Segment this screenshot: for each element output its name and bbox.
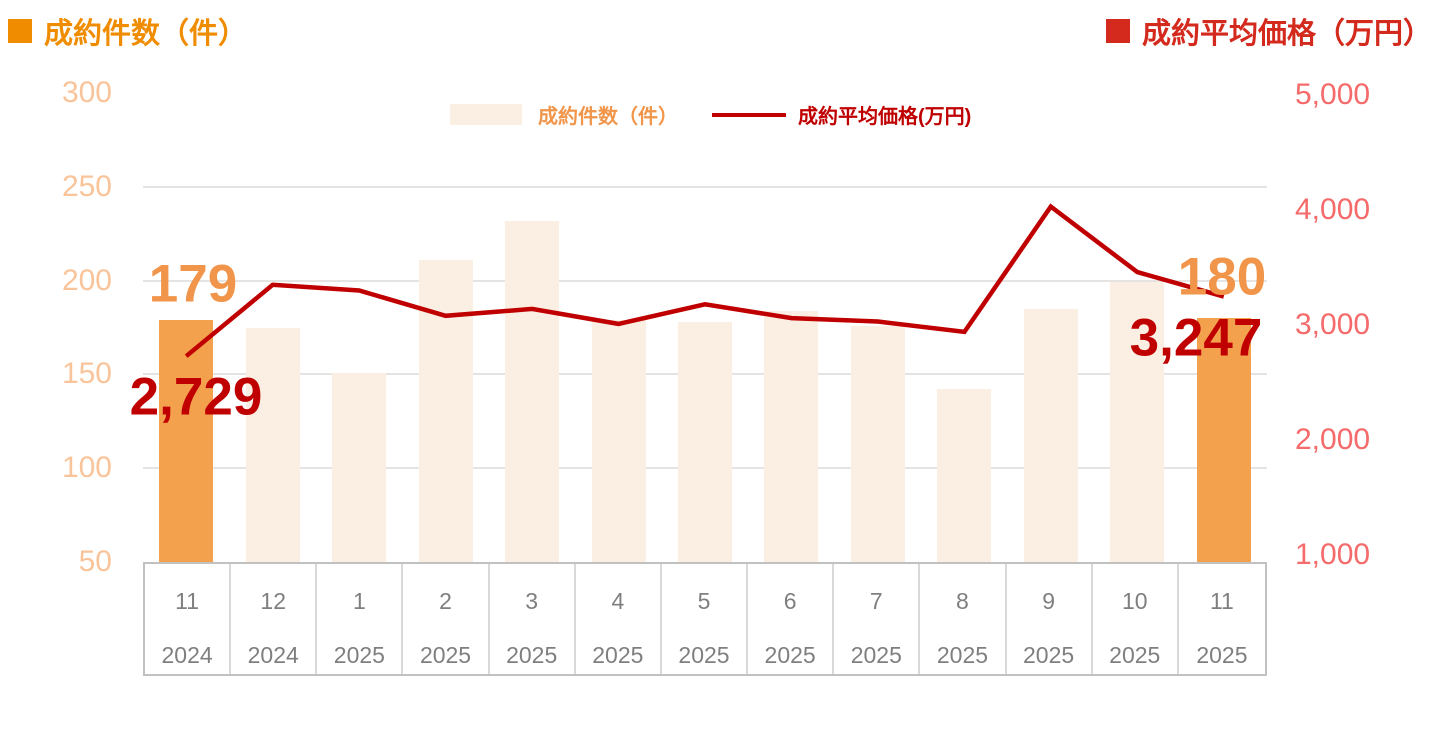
bar-9-2025	[1023, 308, 1078, 562]
x-axis-cell-5-2025: 5 2025	[662, 564, 749, 674]
x-axis-cell-9-2025: 9 2025	[1007, 564, 1093, 674]
bar-4-2025	[591, 319, 646, 562]
year-label: 2024	[161, 642, 213, 668]
year-label: 2025	[850, 642, 902, 668]
bar-8-2025	[937, 389, 992, 562]
month-label: 8	[956, 588, 969, 614]
year-label: 2025	[419, 642, 472, 668]
month-label: 1	[352, 588, 366, 614]
last-line-value-label: 3,247	[1129, 308, 1263, 368]
year-label: 2025	[764, 642, 816, 668]
year-label: 2024	[247, 642, 299, 668]
first-bar-value-label: 179	[148, 254, 238, 314]
month-label: 9	[1042, 588, 1055, 614]
year-label: 2025	[1109, 642, 1161, 668]
bar-series-swatch-icon	[450, 104, 522, 125]
x-axis-cell-8-2025: 8 2025	[920, 564, 1007, 674]
bar-11-2024	[159, 319, 214, 562]
right-axis-tick-label: 3,000	[1295, 308, 1371, 341]
bar-3-2025	[505, 220, 560, 562]
gridline	[143, 279, 1267, 282]
right-axis-title: 成約平均価格（万円）	[1105, 10, 1432, 52]
bar-2-2025	[418, 259, 473, 562]
year-label: 2025	[1196, 642, 1248, 668]
left-axis-title: 成約件数（件）	[8, 10, 247, 52]
year-label: 2025	[333, 642, 385, 668]
right-axis-tick-label: 5,000	[1295, 78, 1371, 111]
red-square-icon	[1105, 19, 1130, 43]
month-label: 5	[697, 588, 711, 614]
x-axis-cell-2-2025: 2 2025	[403, 564, 490, 674]
left-axis-tick-label: 250	[61, 169, 112, 203]
month-label: 7	[869, 588, 883, 614]
year-label: 2025	[506, 642, 558, 668]
right-axis-tick-label: 1,000	[1295, 538, 1371, 571]
year-label: 2025	[936, 642, 989, 668]
month-label: 3	[525, 588, 539, 614]
right-axis-title-text: 成約平均価格（万円）	[1141, 18, 1432, 50]
right-axis-tick-label: 2,000	[1295, 423, 1371, 456]
bar-5-2025	[678, 321, 732, 562]
bar-7-2025	[850, 325, 905, 562]
left-axis-title-text: 成約件数（件）	[44, 18, 248, 50]
bar-6-2025	[764, 310, 819, 562]
x-axis-cell-4-2025: 4 2025	[576, 564, 662, 674]
orange-square-icon	[8, 19, 32, 43]
x-axis-cell-11-2025: 11 2025	[1179, 564, 1265, 674]
x-axis-cell-11-2024: 11 2024	[145, 564, 232, 674]
line-series-swatch-icon	[712, 112, 786, 117]
year-label: 2025	[1023, 642, 1075, 668]
year-label: 2025	[678, 642, 730, 668]
legend-bars-label: 成約件数（件）	[538, 106, 678, 128]
x-axis-cell-1-2025: 1 2025	[317, 564, 404, 674]
month-label: 4	[611, 588, 625, 614]
left-axis-tick-label: 200	[61, 263, 112, 297]
bar-12-2024	[245, 327, 300, 562]
bar-1-2025	[332, 372, 387, 562]
left-axis-tick-label: 150	[61, 357, 112, 391]
x-axis-cell-10-2025: 10 2025	[1093, 564, 1179, 674]
legend-line-label: 成約平均価格(万円)	[798, 106, 972, 128]
month-label: 11	[175, 588, 200, 614]
x-axis-cell-7-2025: 7 2025	[834, 564, 921, 674]
x-axis-cell-3-2025: 3 2025	[490, 564, 576, 674]
month-label: 10	[1121, 588, 1148, 614]
month-label: 11	[1209, 588, 1234, 614]
gridline	[143, 185, 1267, 188]
last-bar-value-label: 180	[1177, 247, 1267, 307]
left-axis-tick-label: 50	[78, 545, 112, 578]
year-label: 2025	[592, 642, 644, 668]
x-axis-table: 11 2024 12 2024 1 2025 2 2025 3 2025 4 2025 5 2025 6 20…	[143, 562, 1267, 676]
month-label: 2	[439, 588, 452, 614]
right-axis-tick-label: 4,000	[1295, 193, 1371, 226]
first-line-value-label: 2,729	[129, 367, 263, 427]
x-axis-cell-12-2024: 12 2024	[231, 564, 318, 674]
month-label: 12	[260, 588, 287, 614]
left-axis-tick-label: 100	[61, 451, 112, 485]
bar-11-2025	[1196, 318, 1251, 562]
x-axis-cell-6-2025: 6 2025	[748, 564, 835, 674]
left-axis-tick-label: 300	[61, 76, 112, 109]
month-label: 6	[783, 588, 797, 614]
legend: 成約件数（件） 成約平均価格(万円)	[450, 100, 971, 129]
